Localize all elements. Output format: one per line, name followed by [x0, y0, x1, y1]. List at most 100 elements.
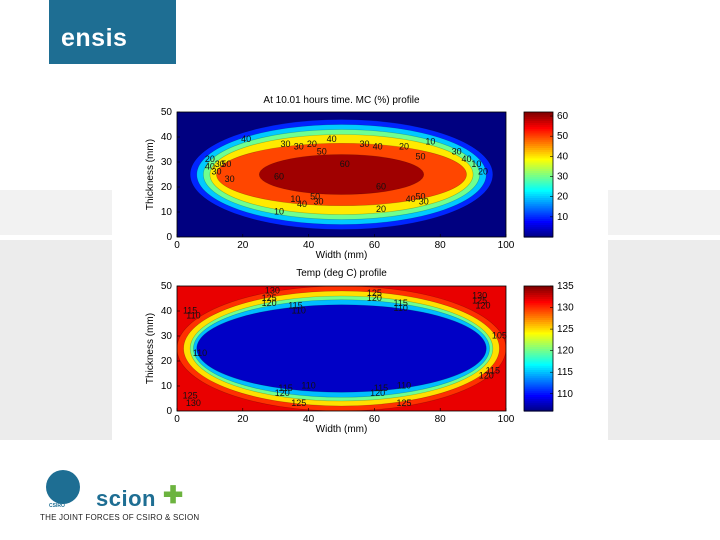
contour-label: 110 [292, 305, 306, 315]
colorbar-cell [524, 323, 553, 327]
contour-label: 120 [367, 293, 382, 303]
contour-label: 50 [317, 146, 327, 156]
contour-label: 125 [367, 288, 382, 298]
contour-label: 125 [262, 293, 277, 303]
x-axis-label: Width (mm) [316, 424, 368, 435]
colorbar-cell [524, 147, 553, 151]
colorbar-cell [524, 145, 553, 149]
colorbar-cell [524, 157, 553, 161]
contour-label: 125 [291, 398, 306, 408]
matlab-figure: 20 30 40 50 30 30 40 30 30 20 40 50 30 40 20 10 50 30 40 10… [112, 76, 608, 454]
contour-label: 30 [211, 166, 221, 176]
colorbar-cell [524, 234, 553, 238]
colorbar-cell [524, 396, 553, 400]
x-tick-label: 0 [174, 240, 180, 251]
contour-label: 30 [419, 196, 429, 206]
colorbar-cell [524, 137, 553, 140]
csiro-label: CSIRO [49, 503, 65, 509]
colorbar-tick-label: 40 [557, 151, 569, 162]
colorbar-cell [524, 168, 553, 171]
contour-label: 10 [274, 206, 284, 216]
y-tick-label: 50 [161, 107, 173, 118]
contour-label: 130 [186, 398, 201, 408]
colorbar-tick-label: 50 [557, 131, 569, 142]
contour-label: 125 [183, 390, 198, 400]
colorbar-cell [524, 406, 553, 410]
colorbar-tick-label: 135 [557, 281, 574, 292]
colorbar-cell [524, 170, 553, 174]
contour-label: 50 [221, 159, 231, 169]
y-tick-label: 10 [161, 381, 173, 392]
colorbar-cell [524, 375, 553, 379]
x-tick-label: 20 [237, 240, 249, 251]
colorbar-cell [524, 286, 553, 289]
colorbar-cell [524, 386, 553, 389]
colorbar-cell [524, 155, 553, 159]
contour-label: 20 [399, 141, 409, 151]
colorbar-cell [524, 317, 553, 320]
ensis-logo: ensis [49, 0, 176, 64]
colorbar-cell [524, 333, 553, 337]
colorbar-cell [524, 207, 553, 211]
colorbar-cell [524, 218, 553, 221]
scion-cross-icon: ✚ [163, 482, 184, 509]
colorbar-cell [524, 230, 553, 234]
colorbar-cell [524, 201, 553, 205]
colorbar-tick-label: 60 [557, 111, 569, 122]
contour-label: 110 [193, 348, 207, 358]
colorbar-cell [524, 226, 553, 230]
contour-label: 50 [415, 151, 425, 161]
contour-label: 30 [225, 174, 235, 184]
colorbar-cell [524, 162, 553, 165]
colorbar-cell [524, 363, 553, 366]
footer-tagline: THE JOINT FORCES OF CSIRO & SCION [40, 513, 200, 522]
contour-label: 120 [475, 300, 490, 310]
contour-label: 30 [281, 139, 291, 149]
colorbar-tick-label: 10 [557, 212, 569, 223]
colorbar-cell [524, 205, 553, 209]
colorbar-cell [524, 139, 553, 142]
colorbar-cell [524, 166, 553, 169]
colorbar-tick-label: 130 [557, 303, 574, 314]
x-tick-label: 100 [498, 414, 515, 425]
colorbar-tick-label: 110 [557, 389, 573, 400]
footer-logos: CSIRO scion ✚ THE JOINT FORCES OF CSIRO … [40, 468, 290, 528]
contour-label: 20 [307, 139, 317, 149]
colorbar-cell [524, 367, 553, 370]
x-tick-label: 0 [174, 414, 180, 425]
colorbar-cell [524, 174, 553, 178]
x-tick-label: 100 [498, 240, 515, 251]
colorbar-cell [524, 394, 553, 398]
contour-label: 110 [186, 310, 200, 320]
colorbar-cell [524, 352, 553, 356]
colorbar-cell [524, 377, 553, 381]
colorbar-cell [524, 184, 553, 188]
colorbar-cell [524, 358, 553, 362]
colorbar-cell [524, 176, 553, 180]
colorbar-tick-label: 20 [557, 192, 569, 203]
colorbar-tick-label: 115 [557, 367, 573, 378]
plot-frame [176, 285, 507, 412]
colorbar-cell [524, 388, 553, 391]
colorbar-cell [524, 212, 553, 215]
contour-label: 115 [486, 365, 500, 375]
colorbar-cell [524, 290, 553, 293]
colorbar-cell [524, 311, 553, 314]
colorbar-cell [524, 338, 553, 341]
contour-label: 120 [275, 388, 290, 398]
colorbar-frame [523, 285, 554, 412]
contour-label: 30 [452, 146, 462, 156]
contour-label: 30 [294, 141, 304, 151]
colorbar-cell [524, 164, 553, 167]
colorbar-cell [524, 189, 553, 192]
contour-label: 110 [397, 380, 411, 390]
x-tick-label: 40 [303, 414, 315, 425]
colorbar-cell [524, 132, 553, 136]
colorbar-cell [524, 228, 553, 232]
colorbar-cell [524, 381, 553, 385]
colorbar-cell [524, 408, 553, 412]
colorbar-cell [524, 306, 553, 310]
contour-label: 40 [327, 134, 337, 144]
x-tick-label: 80 [435, 414, 447, 425]
